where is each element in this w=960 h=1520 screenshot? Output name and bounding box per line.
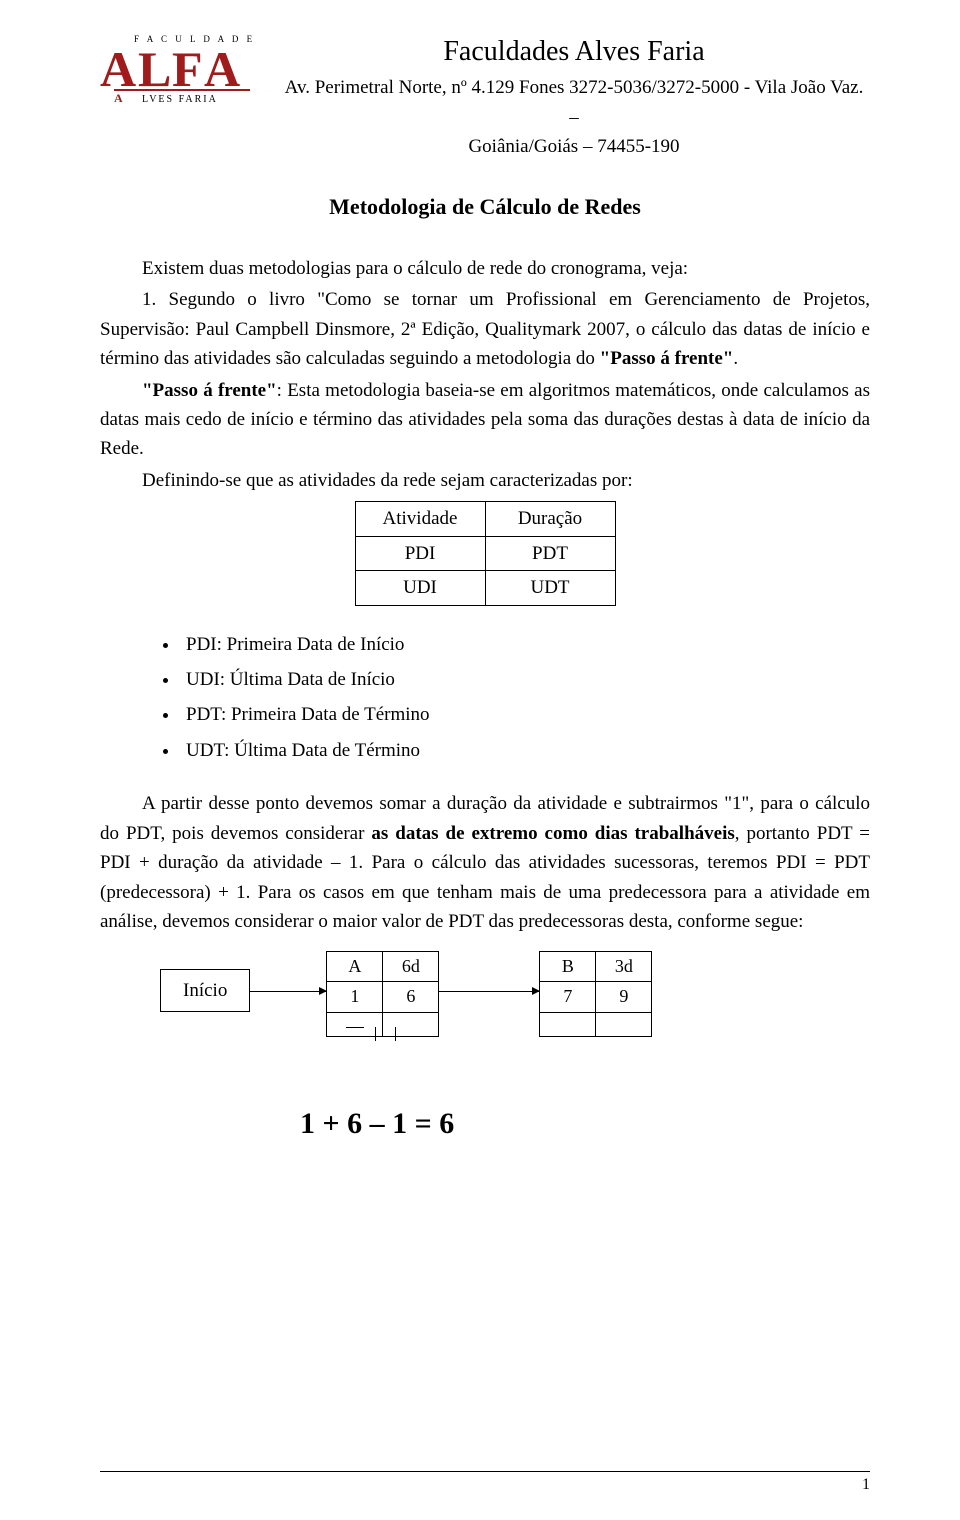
paragraph-definindo: Definindo-se que as atividades da rede s… bbox=[100, 466, 870, 495]
arrow-icon bbox=[439, 991, 539, 992]
node-pdt: 9 bbox=[596, 982, 652, 1013]
p3-lead-bold: "Passo á frente" bbox=[142, 380, 277, 401]
network-diagram: Início A 6d 1 6 B 3 bbox=[160, 951, 870, 1038]
svg-text:A: A bbox=[100, 41, 136, 97]
svg-text:F: F bbox=[172, 41, 203, 97]
header-text-block: Faculdades Alves Faria Av. Perimetral No… bbox=[278, 30, 870, 162]
node-pdt: 6 bbox=[383, 982, 439, 1013]
node-udt bbox=[596, 1013, 652, 1037]
node-name: B bbox=[540, 951, 596, 982]
p2-bold: "Passo á frente" bbox=[600, 348, 734, 369]
table-cell: Atividade bbox=[355, 502, 485, 536]
page-header: F A C U L D A D E S A L F A LVES FARIA A… bbox=[100, 30, 870, 162]
node-pdi: 7 bbox=[540, 982, 596, 1013]
document-title: Metodologia de Cálculo de Redes bbox=[100, 190, 870, 224]
table-row: Atividade Duração bbox=[355, 502, 615, 536]
definition-table: Atividade Duração PDI PDT UDI UDT bbox=[355, 501, 616, 605]
list-item: UDT: Última Data de Término bbox=[180, 736, 870, 765]
table-cell: PDI bbox=[355, 536, 485, 570]
node-name: A bbox=[327, 951, 383, 982]
institution-name: Faculdades Alves Faria bbox=[278, 30, 870, 73]
list-item: PDT: Primeira Data de Término bbox=[180, 700, 870, 729]
node-duration: 3d bbox=[596, 951, 652, 982]
svg-text:LVES FARIA: LVES FARIA bbox=[142, 94, 218, 105]
p5-bold: as datas de extremo como dias trabalháve… bbox=[371, 823, 734, 844]
footer-divider bbox=[100, 1471, 870, 1472]
svg-text:L: L bbox=[138, 41, 171, 97]
table-row: UDI UDT bbox=[355, 571, 615, 605]
svg-text:A: A bbox=[114, 91, 123, 105]
institution-logo: F A C U L D A D E S A L F A LVES FARIA A bbox=[100, 30, 260, 115]
svg-text:A: A bbox=[204, 41, 240, 97]
list-item: UDI: Última Data de Início bbox=[180, 665, 870, 694]
paragraph-intro: Existem duas metodologias para o cálculo… bbox=[100, 254, 870, 283]
activity-node-b: B 3d 7 9 bbox=[539, 951, 652, 1038]
node-udi bbox=[540, 1013, 596, 1037]
node-duration: 6d bbox=[383, 951, 439, 982]
table-row: PDI PDT bbox=[355, 536, 615, 570]
address-line-2: Goiânia/Goiás – 74455-190 bbox=[278, 132, 870, 161]
table-cell: UDI bbox=[355, 571, 485, 605]
p2-text: 1. Segundo o livro "Como se tornar um Pr… bbox=[100, 289, 870, 369]
table-cell: UDT bbox=[485, 571, 615, 605]
start-node: Início bbox=[160, 969, 250, 1012]
activity-node-a: A 6d 1 6 bbox=[326, 951, 439, 1038]
paragraph-explanation: A partir desse ponto devemos somar a dur… bbox=[100, 789, 870, 936]
table-cell: Duração bbox=[485, 502, 615, 536]
connector-stub bbox=[346, 1027, 364, 1028]
p2-tail: . bbox=[733, 348, 738, 369]
paragraph-passo: "Passo á frente": Esta metodologia basei… bbox=[100, 376, 870, 464]
formula-text: 1 + 6 – 1 = 6 bbox=[300, 1101, 870, 1148]
definition-bullets: PDI: Primeira Data de Início UDI: Última… bbox=[180, 630, 870, 766]
node-udt bbox=[383, 1013, 439, 1037]
node-pdi: 1 bbox=[327, 982, 383, 1013]
table-cell: PDT bbox=[485, 536, 615, 570]
page-number: 1 bbox=[862, 1473, 870, 1498]
arrow-icon bbox=[250, 991, 326, 992]
list-item: PDI: Primeira Data de Início bbox=[180, 630, 870, 659]
address-line-1: Av. Perimetral Norte, nº 4.129 Fones 327… bbox=[278, 73, 870, 132]
paragraph-reference: 1. Segundo o livro "Como se tornar um Pr… bbox=[100, 285, 870, 373]
